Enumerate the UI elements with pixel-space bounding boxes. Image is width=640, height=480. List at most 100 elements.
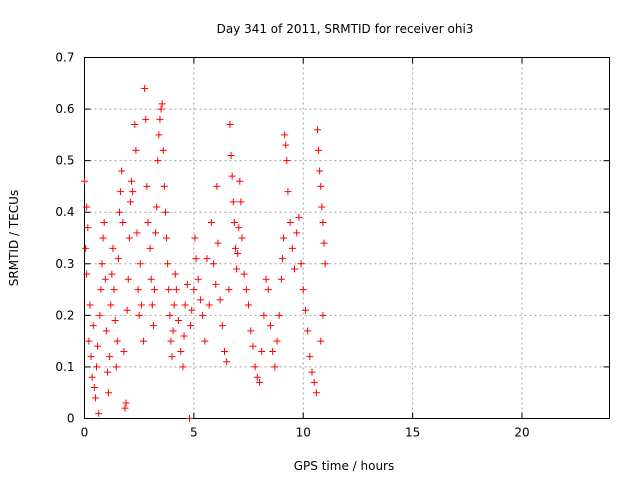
data-point: [295, 213, 303, 221]
data-point: [213, 182, 221, 190]
data-point: [238, 234, 246, 242]
data-point: [258, 347, 266, 355]
data-point: [319, 311, 327, 319]
data-point: [105, 389, 113, 397]
data-point: [133, 229, 141, 237]
data-point: [107, 301, 115, 309]
data-point: [186, 415, 193, 422]
data-point: [95, 409, 103, 417]
data-point: [264, 286, 272, 294]
data-point: [286, 219, 294, 227]
data-point: [273, 337, 281, 345]
data-point: [269, 347, 277, 355]
axis-ticks: [84, 57, 610, 419]
data-point: [183, 280, 191, 288]
data-point: [146, 244, 154, 252]
data-point: [109, 244, 117, 252]
data-point: [180, 332, 188, 340]
data-point: [118, 167, 126, 175]
data-point: [275, 311, 283, 319]
data-point: [102, 327, 110, 335]
data-point: [299, 286, 307, 294]
data-point: [251, 363, 259, 371]
data-point: [142, 115, 150, 123]
data-point: [132, 146, 140, 154]
data-point: [317, 182, 325, 190]
data-point: [216, 296, 224, 304]
data-point: [158, 100, 166, 108]
data-point: [199, 311, 207, 319]
data-point: [177, 347, 185, 355]
data-point: [308, 368, 316, 376]
data-point: [83, 203, 91, 211]
data-point: [98, 260, 106, 268]
data-point: [152, 229, 160, 237]
data-point: [166, 311, 174, 319]
y-tick-label: 0.6: [55, 102, 74, 116]
data-point: [240, 270, 248, 278]
data-point: [106, 353, 114, 361]
data-point: [128, 177, 136, 185]
data-point: [149, 322, 157, 330]
data-point: [84, 224, 92, 232]
data-point: [134, 286, 142, 294]
data-point: [172, 286, 180, 294]
data-point: [260, 311, 268, 319]
data-point: [306, 353, 314, 361]
data-point: [112, 363, 120, 371]
data-point: [278, 255, 286, 263]
data-point: [281, 131, 289, 139]
data-point: [85, 337, 93, 345]
data-point: [310, 378, 318, 386]
y-tick-label: 0.3: [55, 257, 74, 271]
data-point: [135, 311, 143, 319]
data-point: [319, 219, 327, 227]
data-point: [225, 286, 233, 294]
data-point: [94, 342, 102, 350]
data-point: [159, 146, 167, 154]
data-point: [253, 373, 261, 381]
y-tick-labels: 0 0.1 0.2 0.3 0.4 0.5 0.6 0.7: [55, 51, 74, 426]
data-point: [203, 255, 211, 263]
data-point: [164, 260, 172, 268]
x-tick-label: 20: [514, 426, 529, 440]
data-point: [90, 384, 98, 392]
data-point: [187, 322, 195, 330]
data-point: [230, 219, 238, 227]
y-tick-label: 0.4: [55, 205, 74, 219]
data-point: [233, 265, 241, 273]
data-point: [140, 337, 148, 345]
data-point: [161, 208, 169, 216]
data-point: [196, 296, 204, 304]
data-point: [262, 275, 270, 283]
data-point: [163, 234, 171, 242]
data-point: [194, 275, 202, 283]
data-point: [256, 378, 263, 386]
data-point: [316, 167, 324, 175]
data-point: [123, 306, 131, 314]
data-point: [293, 229, 301, 237]
data-point: [125, 234, 133, 242]
data-point: [288, 244, 296, 252]
data-point: [234, 249, 242, 257]
x-axis-label: GPS time / hours: [294, 459, 395, 473]
data-point: [210, 260, 218, 268]
x-tick-labels: 0 5 10 15 20: [81, 426, 530, 440]
data-point: [320, 239, 328, 247]
data-point: [131, 121, 139, 129]
data-point: [167, 337, 175, 345]
y-tick-label: 0.2: [55, 308, 74, 322]
data-point: [223, 358, 231, 366]
data-point: [157, 105, 165, 113]
data-point: [83, 270, 91, 278]
data-point: [121, 404, 129, 412]
data-point: [249, 342, 257, 350]
data-point: [168, 353, 176, 361]
data-point: [89, 322, 97, 330]
data-point: [179, 363, 187, 371]
data-point: [227, 151, 235, 159]
data-point: [312, 389, 320, 397]
data-point: [143, 182, 151, 190]
data-point: [301, 306, 309, 314]
